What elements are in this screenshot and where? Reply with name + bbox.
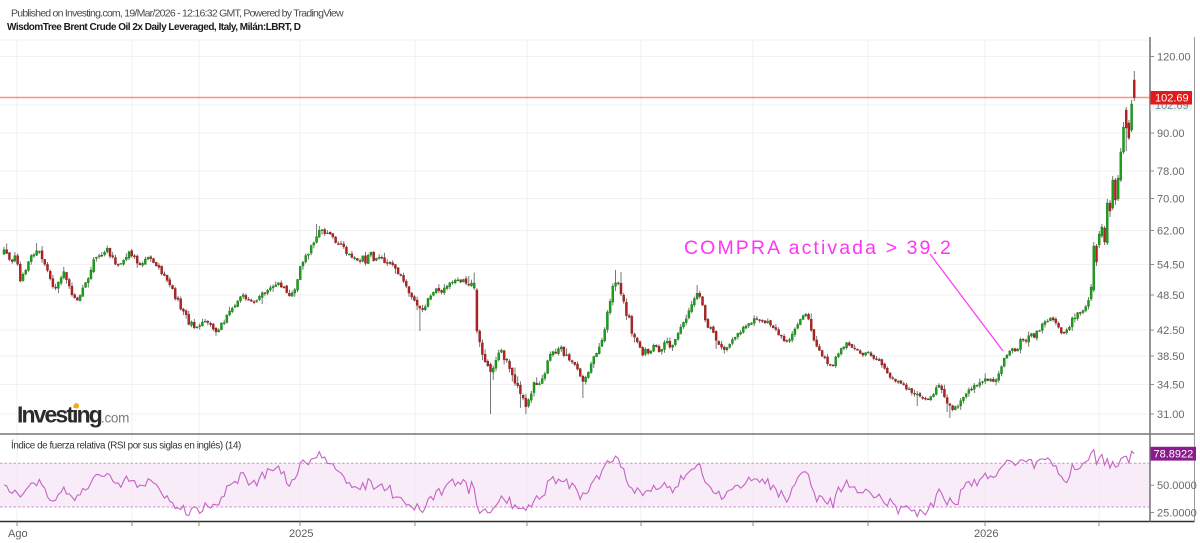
svg-text:Ago: Ago [8, 528, 28, 540]
svg-text:62.00: 62.00 [1157, 225, 1185, 237]
svg-text:78.8922: 78.8922 [1154, 449, 1194, 461]
svg-text:78.00: 78.00 [1157, 166, 1185, 178]
svg-text:54.50: 54.50 [1157, 259, 1185, 271]
svg-text:50.0000: 50.0000 [1157, 480, 1197, 492]
svg-text:2026: 2026 [974, 528, 998, 540]
svg-text:34.50: 34.50 [1157, 379, 1185, 391]
svg-text:WisdomTree Brent Crude Oil 2x: WisdomTree Brent Crude Oil 2x Daily Leve… [7, 22, 301, 33]
svg-text:90.00: 90.00 [1157, 128, 1185, 140]
svg-text:Investing: Investing [17, 402, 102, 428]
svg-text:COMPRA activada > 39.2: COMPRA activada > 39.2 [684, 237, 953, 259]
svg-text:25.0000: 25.0000 [1157, 508, 1197, 520]
svg-text:Published on Investing.com, 19: Published on Investing.com, 19/Mar/2026 … [11, 8, 344, 20]
svg-text:120.00: 120.00 [1157, 51, 1191, 63]
svg-text:.com: .com [101, 411, 129, 426]
svg-text:2025: 2025 [289, 528, 313, 540]
svg-text:102.69: 102.69 [1155, 93, 1189, 105]
svg-text:42.50: 42.50 [1157, 325, 1185, 337]
svg-text:31.00: 31.00 [1157, 409, 1185, 421]
svg-text:38.50: 38.50 [1157, 351, 1185, 363]
svg-text:48.50: 48.50 [1157, 290, 1185, 302]
svg-text:70.00: 70.00 [1157, 193, 1185, 205]
svg-text:Índice de fuerza relativa (RSI: Índice de fuerza relativa (RSI por sus s… [11, 441, 241, 452]
